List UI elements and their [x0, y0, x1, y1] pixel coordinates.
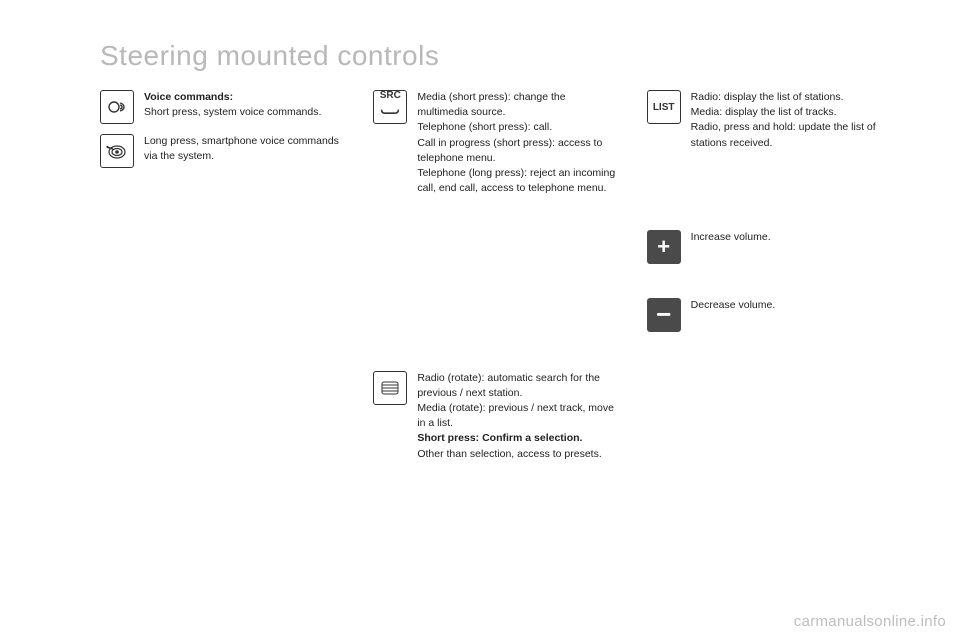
voice-icon — [100, 90, 134, 124]
src-tel-short: Telephone (short press): call. — [417, 121, 552, 133]
src-text: Media (short press): change the multimed… — [417, 90, 616, 197]
list-label: LIST — [653, 102, 675, 113]
src-tel-long: Telephone (long press): reject an incomi… — [417, 167, 615, 194]
rotate-radio: Radio (rotate): automatic search for the… — [417, 372, 600, 399]
minus-label: − — [656, 299, 671, 330]
voice-short-desc: Short press, system voice commands. — [144, 106, 321, 118]
list-media: Media: display the list of tracks. — [691, 106, 837, 118]
list-hold: Radio, press and hold: update the list o… — [691, 121, 876, 148]
voice-heading: Voice commands: — [144, 91, 233, 103]
src-icon: SRC — [373, 90, 407, 124]
minus-text: Decrease volume. — [691, 298, 776, 313]
page: Steering mounted controls — [0, 0, 960, 476]
rotate-media: Media (rotate): previous / next track, m… — [417, 402, 614, 429]
column-voice: Voice commands: Short press, system voic… — [100, 90, 343, 476]
list-radio: Radio: display the list of stations. — [691, 91, 844, 103]
list-icon: LIST — [647, 90, 681, 124]
rotate-other: Other than selection, access to presets. — [417, 448, 601, 460]
voice-short-text: Voice commands: Short press, system voic… — [144, 90, 321, 120]
column-list: LIST Radio: display the list of stations… — [647, 90, 890, 476]
item-src: SRC Media (short press): change the mult… — [373, 90, 616, 197]
item-rotate: Radio (rotate): automatic search for the… — [373, 371, 616, 462]
item-voice-long: Long press, smartphone voice commands vi… — [100, 134, 343, 168]
watermark: carmanualsonline.info — [794, 613, 946, 630]
voice-long-text: Long press, smartphone voice commands vi… — [144, 134, 343, 164]
item-volume-down: − Decrease volume. — [647, 298, 890, 332]
src-call-prog: Call in progress (short press): access t… — [417, 137, 602, 164]
src-label: SRC — [380, 91, 401, 101]
plus-text: Increase volume. — [691, 230, 771, 245]
plus-label: + — [657, 234, 670, 260]
item-volume-up: + Increase volume. — [647, 230, 890, 264]
item-voice-short: Voice commands: Short press, system voic… — [100, 90, 343, 124]
item-list: LIST Radio: display the list of stations… — [647, 90, 890, 151]
rotate-text: Radio (rotate): automatic search for the… — [417, 371, 616, 462]
list-text: Radio: display the list of stations. Med… — [691, 90, 890, 151]
src-media: Media (short press): change the multimed… — [417, 91, 565, 118]
rotate-short: Short press: Confirm a selection. — [417, 432, 582, 444]
dial-icon — [373, 371, 407, 405]
page-title: Steering mounted controls — [100, 40, 890, 72]
plus-icon: + — [647, 230, 681, 264]
column-src: SRC Media (short press): change the mult… — [373, 90, 616, 476]
steering-wheel-icon — [100, 134, 134, 168]
minus-icon: − — [647, 298, 681, 332]
columns: Voice commands: Short press, system voic… — [100, 90, 890, 476]
